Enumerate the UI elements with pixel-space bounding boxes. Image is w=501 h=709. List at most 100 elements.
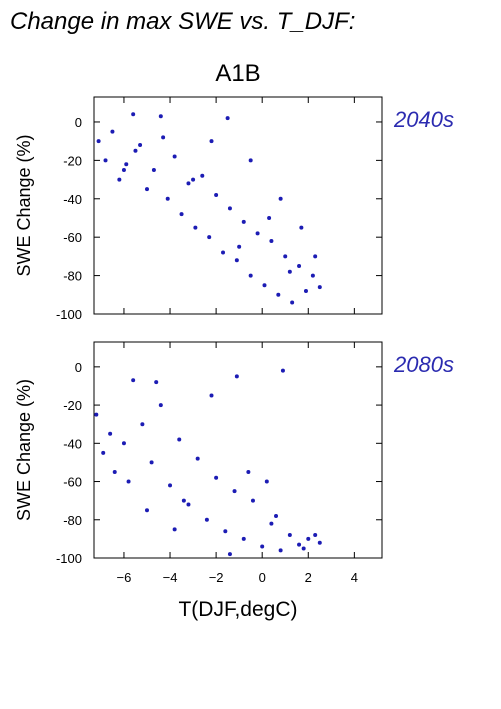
data-point xyxy=(193,225,198,230)
data-point xyxy=(144,508,149,513)
data-point xyxy=(287,269,292,274)
data-point xyxy=(161,135,166,140)
y-tick-label: -40 xyxy=(63,436,82,451)
data-point xyxy=(287,533,292,538)
data-point xyxy=(214,192,219,197)
x-tick-label: 0 xyxy=(259,570,266,585)
data-point xyxy=(126,479,131,484)
data-point xyxy=(121,167,126,172)
data-point xyxy=(186,502,191,507)
period-label: 2040s xyxy=(393,107,454,132)
y-tick-label: -60 xyxy=(63,475,82,490)
data-point xyxy=(131,378,136,383)
y-tick-label: -40 xyxy=(63,192,82,207)
data-point xyxy=(306,536,311,541)
data-point xyxy=(317,285,322,290)
data-point xyxy=(191,177,196,182)
data-point xyxy=(110,129,115,134)
data-point xyxy=(262,283,267,288)
data-point xyxy=(280,368,285,373)
panel-1: A1B 0 -20 -40 -60 -80 -100 SWE Change (%) 2040s xyxy=(14,60,454,322)
data-point xyxy=(96,139,101,144)
y-tick-label: -80 xyxy=(63,513,82,528)
data-point xyxy=(108,431,113,436)
data-point xyxy=(297,263,302,268)
data-point xyxy=(209,393,214,398)
data-point xyxy=(177,437,182,442)
period-label: 2080s xyxy=(393,352,454,377)
data-point xyxy=(313,533,318,538)
data-point xyxy=(269,521,274,526)
x-tick-label: 2 xyxy=(305,570,312,585)
data-point xyxy=(138,143,143,148)
data-point xyxy=(214,475,219,480)
data-point xyxy=(124,162,129,167)
y-tick-label: -20 xyxy=(63,153,82,168)
data-point xyxy=(283,254,288,259)
plot-frame xyxy=(93,341,383,559)
data-point xyxy=(234,374,239,379)
data-point xyxy=(317,540,322,545)
y-tick-label: 0 xyxy=(75,360,82,375)
data-point xyxy=(290,300,295,305)
data-point xyxy=(237,244,242,249)
data-point xyxy=(299,225,304,230)
figure-title: Change in max SWE vs. T_DJF: xyxy=(10,8,355,35)
data-point xyxy=(223,529,228,534)
x-axis-label: T(DJF,degC) xyxy=(178,598,297,621)
data-point xyxy=(221,250,226,255)
data-point xyxy=(267,215,272,220)
y-tick-label: -100 xyxy=(56,307,82,322)
y-tick-label: -100 xyxy=(56,551,82,566)
data-point xyxy=(301,546,306,551)
data-point xyxy=(179,212,184,217)
data-point xyxy=(264,479,269,484)
data-point xyxy=(278,196,283,201)
data-point xyxy=(103,158,108,163)
data-point xyxy=(234,258,239,263)
data-point xyxy=(241,536,246,541)
data-point xyxy=(248,158,253,163)
x-tick-label: −2 xyxy=(209,570,224,585)
data-point xyxy=(241,219,246,224)
y-axis-label: SWE Change (%) xyxy=(14,134,34,276)
y-axis-label: SWE Change (%) xyxy=(14,379,34,521)
data-point xyxy=(260,544,265,549)
data-point xyxy=(149,460,154,465)
data-point xyxy=(158,114,163,119)
data-point xyxy=(154,380,159,385)
data-point xyxy=(112,469,117,474)
data-point xyxy=(255,231,260,236)
data-point xyxy=(168,483,173,488)
data-point xyxy=(248,273,253,278)
data-point xyxy=(144,187,149,192)
data-point xyxy=(278,548,283,553)
data-point xyxy=(297,542,302,547)
data-point xyxy=(276,292,281,297)
data-point xyxy=(204,517,209,522)
data-point xyxy=(227,206,232,211)
data-point xyxy=(227,552,232,557)
data-point xyxy=(181,498,186,503)
data-point xyxy=(117,177,122,182)
data-point xyxy=(140,422,145,427)
data-point xyxy=(225,116,230,121)
panels: A1B 0 -20 -40 -60 -80 -100 SWE Change (%) 2040s 0… xyxy=(14,60,454,621)
data-point xyxy=(195,456,200,461)
data-point xyxy=(200,173,205,178)
x-tick-label: −4 xyxy=(163,570,178,585)
y-tick-label: 0 xyxy=(75,115,82,130)
data-point xyxy=(250,498,255,503)
data-point xyxy=(274,513,279,518)
panel-2: 0 -20 -40 -60 -80 -100 −6 −4 −2 0 2 4 SWE Change (%)… xyxy=(14,341,454,621)
data-point xyxy=(151,167,156,172)
data-point xyxy=(94,412,99,417)
data-point xyxy=(303,288,308,293)
panel-scenario-title: A1B xyxy=(215,60,260,87)
y-tick-label: -20 xyxy=(63,398,82,413)
x-tick-label: 4 xyxy=(351,570,358,585)
data-point xyxy=(165,196,170,201)
data-point xyxy=(269,239,274,244)
data-point xyxy=(313,254,318,259)
